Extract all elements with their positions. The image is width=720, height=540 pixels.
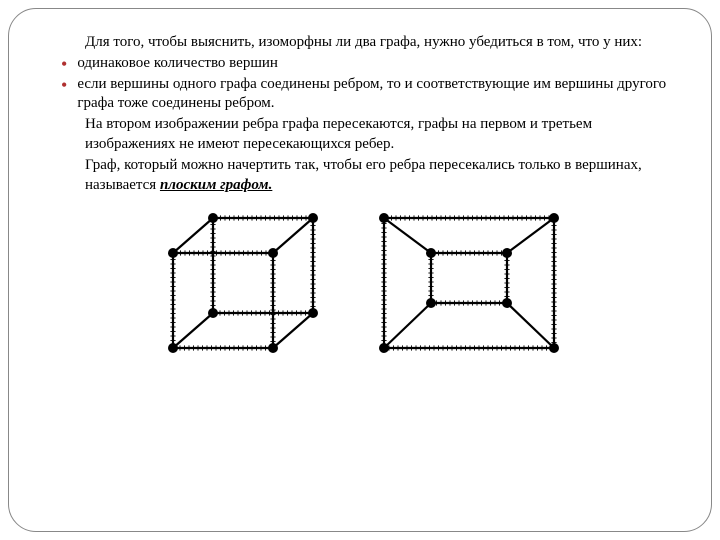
cube-graph bbox=[151, 203, 331, 353]
planar-graph bbox=[369, 203, 569, 353]
term-planar-graph: плоским графом. bbox=[160, 177, 272, 193]
para-crossings: На втором изображении ребра графа пересе… bbox=[85, 115, 677, 155]
bullet-item-1: • одинаковое количество вершин bbox=[61, 54, 677, 74]
bullet-icon: • bbox=[61, 76, 67, 94]
bullet-text-2: если вершины одного графа соединены ребр… bbox=[77, 75, 677, 115]
slide-frame: Для того, чтобы выяснить, изоморфны ли д… bbox=[8, 8, 712, 532]
graphs-row bbox=[43, 203, 677, 353]
content: Для того, чтобы выяснить, изоморфны ли д… bbox=[43, 33, 677, 353]
para-definition: Граф, который можно начертить так, чтобы… bbox=[85, 156, 677, 196]
intro-text: Для того, чтобы выяснить, изоморфны ли д… bbox=[85, 33, 677, 53]
bullet-item-2: • если вершины одного графа соединены ре… bbox=[61, 75, 677, 115]
bullet-icon: • bbox=[61, 55, 67, 73]
bullet-text-1: одинаковое количество вершин bbox=[77, 54, 677, 74]
